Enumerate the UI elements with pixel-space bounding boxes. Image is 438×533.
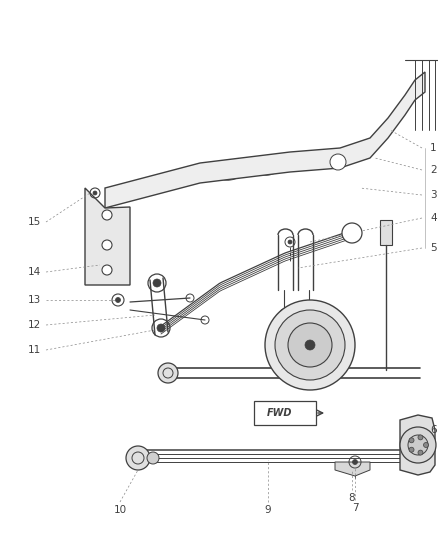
Polygon shape xyxy=(400,415,435,475)
Ellipse shape xyxy=(219,170,241,180)
Circle shape xyxy=(418,450,423,455)
Text: 6: 6 xyxy=(430,425,437,435)
Circle shape xyxy=(158,363,178,383)
Polygon shape xyxy=(335,462,370,476)
Circle shape xyxy=(153,279,161,287)
Text: 9: 9 xyxy=(265,505,271,515)
Text: 5: 5 xyxy=(430,243,437,253)
Circle shape xyxy=(418,435,423,440)
Polygon shape xyxy=(105,72,425,208)
Circle shape xyxy=(288,323,332,367)
Text: 12: 12 xyxy=(28,320,41,330)
Circle shape xyxy=(157,324,165,332)
Text: 4: 4 xyxy=(430,213,437,223)
Circle shape xyxy=(305,340,315,350)
Ellipse shape xyxy=(294,160,316,170)
Circle shape xyxy=(102,210,112,220)
Circle shape xyxy=(126,446,150,470)
Circle shape xyxy=(275,310,345,380)
Text: 14: 14 xyxy=(28,267,41,277)
Circle shape xyxy=(330,154,346,170)
Circle shape xyxy=(265,300,355,390)
Circle shape xyxy=(408,435,428,455)
Circle shape xyxy=(116,297,120,303)
Text: 1: 1 xyxy=(430,143,437,153)
Text: FWD: FWD xyxy=(267,408,293,418)
Circle shape xyxy=(409,447,414,452)
Polygon shape xyxy=(85,188,130,285)
Circle shape xyxy=(342,223,362,243)
Circle shape xyxy=(409,438,414,443)
Circle shape xyxy=(424,442,428,448)
Text: 15: 15 xyxy=(28,217,41,227)
Text: 13: 13 xyxy=(28,295,41,305)
Circle shape xyxy=(93,191,97,195)
Circle shape xyxy=(102,265,112,275)
Circle shape xyxy=(400,427,436,463)
Text: 8: 8 xyxy=(349,493,355,503)
Polygon shape xyxy=(380,220,392,245)
Circle shape xyxy=(353,459,357,464)
Circle shape xyxy=(288,240,292,244)
Circle shape xyxy=(102,240,112,250)
Ellipse shape xyxy=(257,165,279,175)
Text: 11: 11 xyxy=(28,345,41,355)
Text: 7: 7 xyxy=(352,503,358,513)
Text: 3: 3 xyxy=(430,190,437,200)
Circle shape xyxy=(147,452,159,464)
Text: 2: 2 xyxy=(430,165,437,175)
Text: 10: 10 xyxy=(113,505,127,515)
